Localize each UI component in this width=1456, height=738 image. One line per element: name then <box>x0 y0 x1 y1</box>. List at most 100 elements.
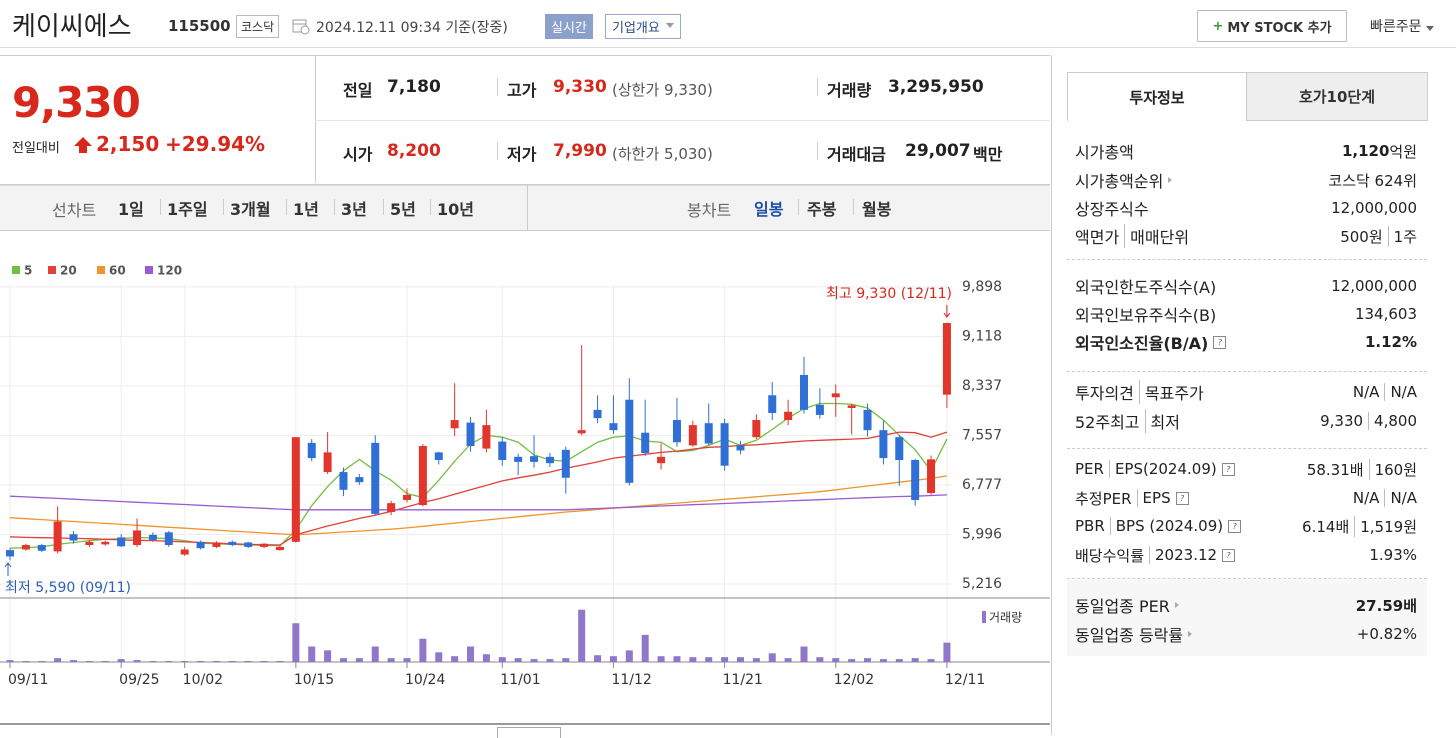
chart: 9,898 9,118 8,337 7,557 6,777 5,996 5,216 09/11… <box>0 264 1050 688</box>
info-row: 액면가 매매단위 500원 1주 <box>1075 223 1417 249</box>
volume-bar <box>705 657 713 662</box>
value: 12,000,000 <box>1331 199 1417 217</box>
ma-line <box>9 475 948 536</box>
period-tab[interactable]: 10년 <box>437 200 474 219</box>
candle-body <box>450 420 459 429</box>
period-tab[interactable]: 1주일 <box>167 200 208 219</box>
change-label: 전일대비 <box>12 141 60 156</box>
legend-label: 20 <box>60 264 77 278</box>
label: 거래량 <box>827 81 872 100</box>
v: +0.82% <box>1357 625 1417 643</box>
l: 배당수익률 2023.12? <box>1075 545 1236 566</box>
volume-bar <box>784 658 792 662</box>
info-row: PER EPS(2024.09)? 58.31배 160원 <box>1075 456 1417 482</box>
candle-body <box>37 545 46 551</box>
info-row: 추정PER EPS? N/A N/A <box>1075 485 1417 511</box>
sep <box>223 199 224 215</box>
label: 시가총액순위 <box>1075 172 1164 191</box>
volume-bar <box>197 661 205 662</box>
candle-body <box>641 432 650 454</box>
candle-body <box>21 545 30 550</box>
info-row: PBR BPS (2024.09)? 6.14배 1,519원 <box>1075 513 1417 539</box>
q: ? <box>1222 548 1236 562</box>
candle-body <box>768 395 777 414</box>
value: 27.59배 <box>1355 596 1417 615</box>
period-tab[interactable]: 1년 <box>293 200 319 219</box>
quick-order[interactable]: 빠른주문 <box>1370 16 1434 36</box>
volume-legend-swatch <box>982 611 986 623</box>
v: N/A N/A <box>1353 383 1417 401</box>
candle-period-tab[interactable]: 주봉 <box>807 200 837 219</box>
candle-body <box>752 420 761 438</box>
label: 전일 <box>343 81 373 100</box>
tab-active[interactable]: 투자정보 <box>1067 72 1247 121</box>
company-dropdown[interactable]: 기업개요 <box>605 14 681 39</box>
label: 고가 <box>507 81 537 100</box>
value: 134,603 <box>1354 305 1417 323</box>
candle-body <box>815 404 824 415</box>
volume-bar <box>895 659 903 662</box>
candle-body <box>323 452 332 473</box>
l: 동일업종 PER <box>1075 593 1179 617</box>
low-annotation: 최저 5,590 (09/11) <box>5 580 131 596</box>
tab[interactable]: 호가10단계 <box>1246 72 1428 121</box>
value: 3,295,950 <box>888 77 984 97</box>
label: 매매단위 <box>1124 224 1189 248</box>
candle-body <box>101 541 110 545</box>
value: 7,180 <box>387 77 441 97</box>
label: 52주최고 <box>1075 413 1140 432</box>
label: 배당수익률 <box>1075 546 1145 565</box>
volume-bar <box>101 661 109 662</box>
x-tick-label: 09/11 <box>8 672 48 688</box>
volume-bar <box>562 658 570 662</box>
candle-period-tab[interactable]: 일봉 <box>754 200 784 219</box>
tri <box>1168 177 1173 183</box>
value: 9,330 <box>1320 412 1364 430</box>
volume-bar <box>832 658 840 662</box>
volume-bar <box>85 661 93 662</box>
collapse-tab[interactable] <box>497 727 561 738</box>
mystock-button[interactable]: + MY STOCK 추가 <box>1197 10 1347 42</box>
volume-bar <box>879 659 887 662</box>
element <box>300 25 310 35</box>
label: 동일업종 PER <box>1075 597 1170 616</box>
period-tab[interactable]: 5년 <box>390 200 416 219</box>
value: 1,120 <box>1341 142 1390 160</box>
period-tab[interactable]: 3년 <box>341 200 367 219</box>
candle-body <box>244 542 253 547</box>
header-divider <box>0 47 1456 48</box>
volume-bar <box>339 658 347 662</box>
sep <box>334 199 335 215</box>
info-row: 외국인소진율(B/A)? 1.12% <box>1075 329 1417 355</box>
candle-body <box>403 494 411 500</box>
candle-body <box>800 374 808 410</box>
realtime-badge[interactable]: 실시간 <box>545 14 593 39</box>
label: 목표주가 <box>1138 380 1204 404</box>
sep <box>383 199 384 215</box>
line-chart-label: 선차트 <box>52 201 97 220</box>
v: 1.93% <box>1369 546 1417 564</box>
period-tab[interactable]: 3개월 <box>230 200 271 219</box>
candle-body <box>625 399 634 483</box>
value: 1.93% <box>1369 546 1417 564</box>
x-tick-label: 11/12 <box>611 672 651 688</box>
label: 저가 <box>507 145 537 164</box>
period-bar <box>0 185 1050 231</box>
label: 추정PER <box>1075 489 1132 508</box>
volume-bar <box>22 661 30 662</box>
value: N/A <box>1384 489 1417 507</box>
candle-body <box>53 521 62 552</box>
period-tab[interactable]: 1일 <box>118 200 144 219</box>
candle-body <box>545 456 554 464</box>
calendar-icon <box>292 19 310 35</box>
v: 134,603 <box>1355 305 1417 323</box>
volume-bar <box>308 646 316 662</box>
candle-period-tab[interactable]: 월봉 <box>862 200 892 219</box>
x-tick-label: 12/02 <box>834 672 874 688</box>
volume-bar <box>689 657 697 662</box>
volume-bar <box>6 660 14 662</box>
volume-bar <box>641 634 649 662</box>
divider <box>1067 259 1427 260</box>
volume-bar <box>943 642 951 662</box>
label: 외국인한도주식수(A) <box>1075 278 1217 297</box>
